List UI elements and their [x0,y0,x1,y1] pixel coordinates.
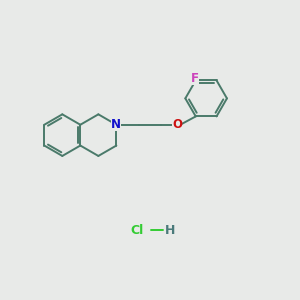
Text: N: N [111,118,122,131]
Text: H: H [165,224,175,237]
Text: F: F [191,72,199,86]
Text: Cl: Cl [130,224,143,237]
Text: O: O [172,118,182,131]
